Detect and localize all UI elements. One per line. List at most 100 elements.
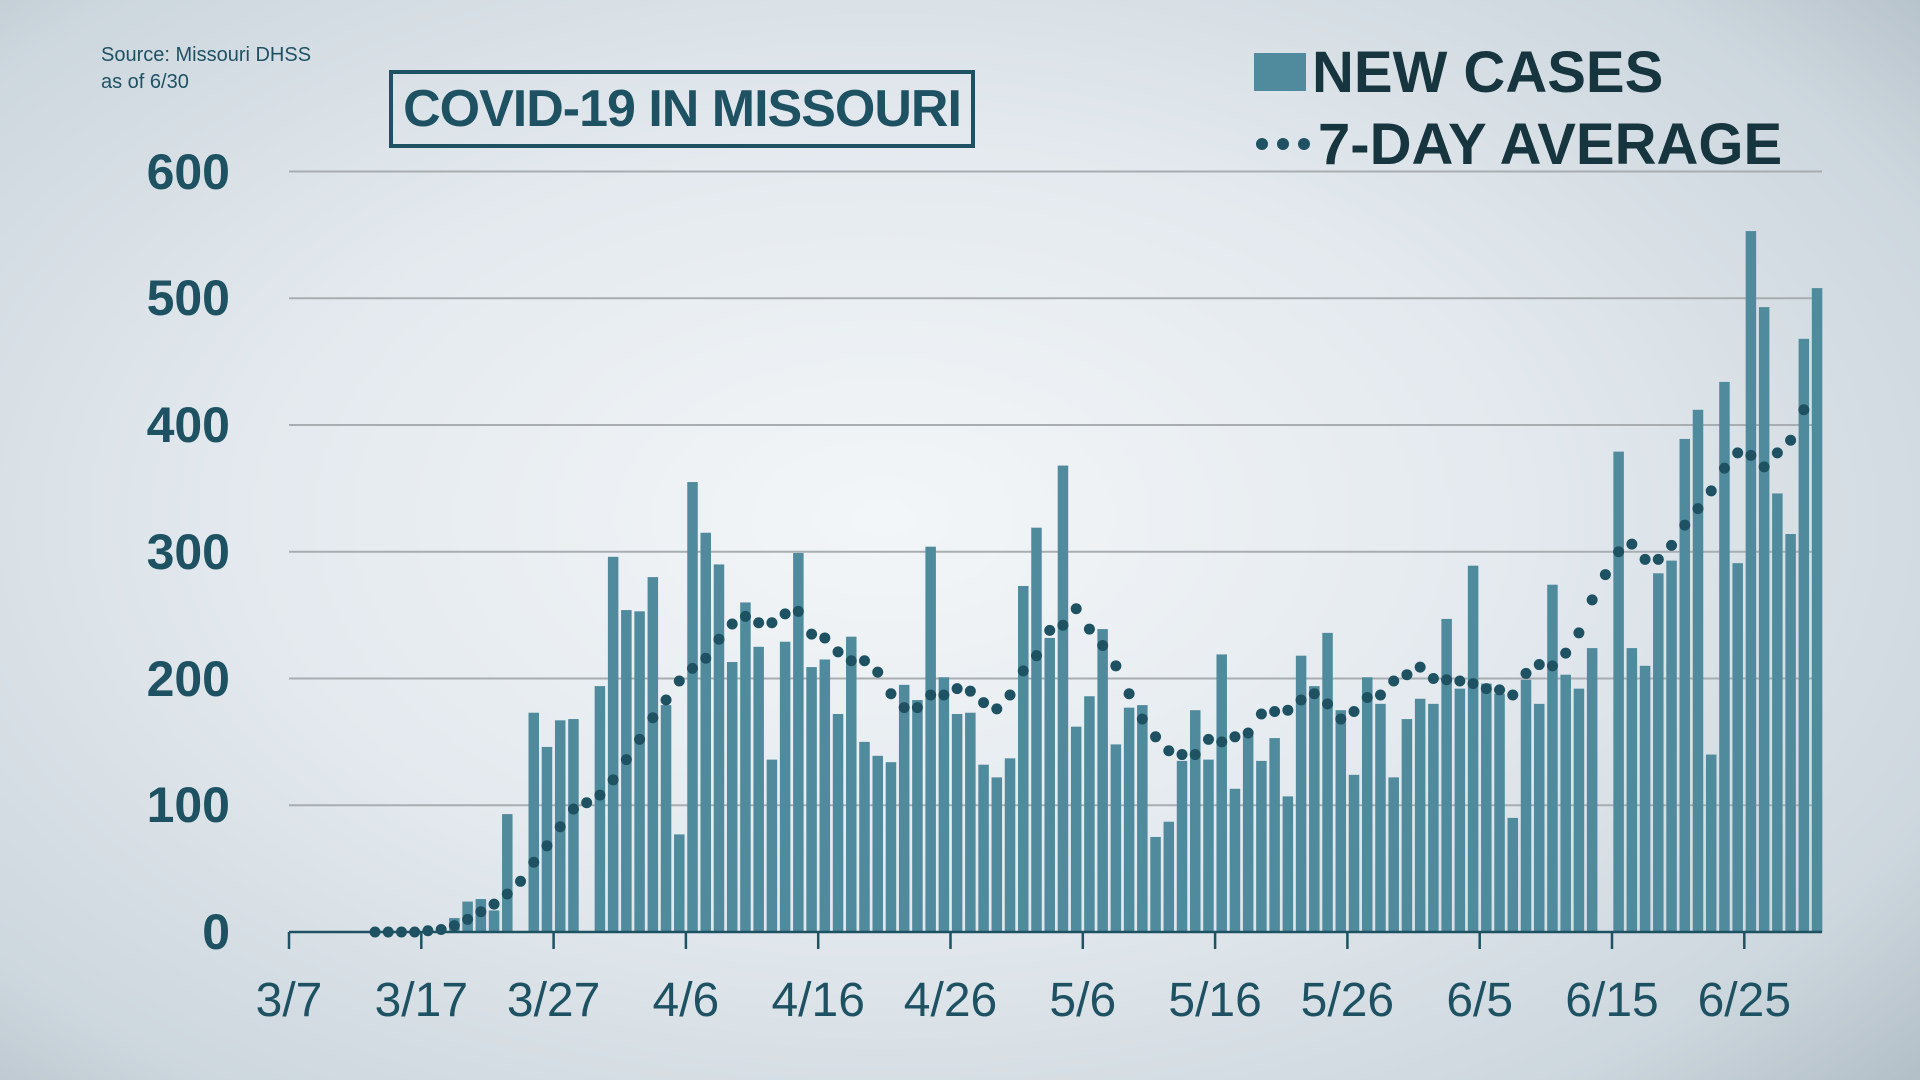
avg-dot (1255, 708, 1267, 720)
avg-dot (528, 856, 540, 868)
new-cases-bar (1269, 738, 1280, 932)
new-cases-bar (1018, 585, 1029, 932)
avg-dot (1136, 713, 1148, 725)
new-cases-bar (607, 556, 619, 932)
new-cases-bar (1705, 754, 1717, 932)
avg-dot (1718, 462, 1730, 474)
new-cases-bar (925, 546, 936, 932)
avg-dot (1758, 461, 1770, 473)
new-cases-bar (1216, 654, 1227, 932)
avg-dot (1017, 665, 1029, 677)
new-cases-bar (1520, 679, 1532, 932)
avg-dot (938, 689, 950, 701)
new-cases-bar (740, 602, 751, 932)
avg-dot (1507, 689, 1519, 701)
new-cases-bar (1097, 629, 1108, 932)
new-cases-bar (1388, 777, 1399, 932)
avg-dot (1242, 727, 1254, 739)
new-cases-bar (1335, 710, 1347, 932)
new-cases-bar (647, 577, 659, 932)
new-cases-bar (1361, 677, 1373, 932)
new-cases-bar (488, 910, 500, 932)
avg-dot (872, 666, 884, 678)
new-cases-bar (1229, 788, 1241, 932)
new-cases-bar (1242, 735, 1254, 932)
avg-dot (1679, 519, 1691, 531)
new-cases-bar (898, 684, 910, 932)
avg-dot (753, 617, 765, 629)
avg-dot (395, 926, 407, 938)
new-cases-bar (568, 719, 579, 932)
avg-dot (845, 655, 857, 667)
bar-swatch-icon (1254, 53, 1306, 91)
new-cases-bar (1428, 703, 1439, 932)
avg-dot (607, 774, 619, 786)
avg-dot (382, 926, 394, 938)
avg-dot (620, 754, 632, 766)
new-cases-bar (1084, 696, 1095, 932)
avg-dot (1480, 683, 1492, 695)
avg-dot (898, 702, 910, 714)
new-cases-bar (1719, 381, 1730, 932)
avg-dot (448, 920, 460, 932)
legend-label: 7-DAY AVERAGE (1318, 111, 1783, 177)
avg-dot (1216, 736, 1228, 748)
new-cases-bar (1441, 618, 1452, 932)
new-cases-bar (1031, 527, 1042, 932)
new-cases-bar (912, 700, 923, 932)
avg-dot (1427, 673, 1439, 684)
new-cases-bar (978, 764, 989, 932)
new-cases-bar (700, 532, 711, 932)
new-cases-bar (687, 482, 698, 932)
avg-dot (1388, 675, 1400, 687)
avg-dot (1150, 731, 1162, 743)
legend-label: NEW CASES (1312, 39, 1664, 105)
avg-dot (409, 926, 421, 938)
avg-dot (925, 689, 937, 701)
avg-dot (594, 789, 606, 801)
avg-dot (1083, 623, 1095, 635)
new-cases-bar (1163, 821, 1175, 932)
new-cases-bar (1573, 688, 1585, 932)
chart-title: COVID-19 IN MISSOURI (403, 80, 962, 138)
avg-dot (1441, 674, 1453, 686)
avg-dot (1004, 689, 1016, 701)
new-cases-bar (1626, 648, 1638, 932)
new-cases-bar (1639, 665, 1651, 932)
new-cases-bar (1772, 493, 1783, 932)
avg-dot (1652, 553, 1664, 565)
avg-dot (369, 926, 381, 938)
new-cases-bar (1653, 573, 1664, 932)
avg-dot (700, 652, 712, 664)
avg-dot (739, 610, 751, 622)
new-cases-bar (1256, 760, 1267, 932)
new-cases-bar (1732, 563, 1743, 932)
new-cases-bar (1348, 774, 1360, 932)
new-cases-bar (621, 610, 632, 932)
new-cases-bar (819, 659, 831, 932)
new-cases-bar (885, 762, 897, 932)
avg-dot (488, 898, 500, 910)
new-cases-bar (541, 746, 553, 932)
new-cases-bar (1322, 632, 1333, 932)
avg-dot (1308, 688, 1320, 700)
new-cases-bar (779, 641, 791, 932)
new-cases-bar (660, 705, 672, 932)
y-tick-label: 0 (202, 904, 230, 960)
new-cases-bar (1586, 648, 1598, 932)
avg-dot (1771, 447, 1783, 459)
avg-dot (501, 888, 513, 900)
avg-dot (1348, 705, 1360, 717)
avg-dot (819, 632, 831, 644)
avg-dot (634, 733, 646, 745)
new-cases-bar (1190, 710, 1201, 932)
new-cases-bar (1057, 465, 1069, 932)
avg-dot (1414, 661, 1426, 673)
avg-dot (567, 803, 579, 815)
avg-dot (1229, 731, 1241, 743)
avg-dot (1639, 553, 1651, 565)
avg-dot (462, 913, 474, 925)
y-tick-label: 500 (146, 270, 230, 327)
